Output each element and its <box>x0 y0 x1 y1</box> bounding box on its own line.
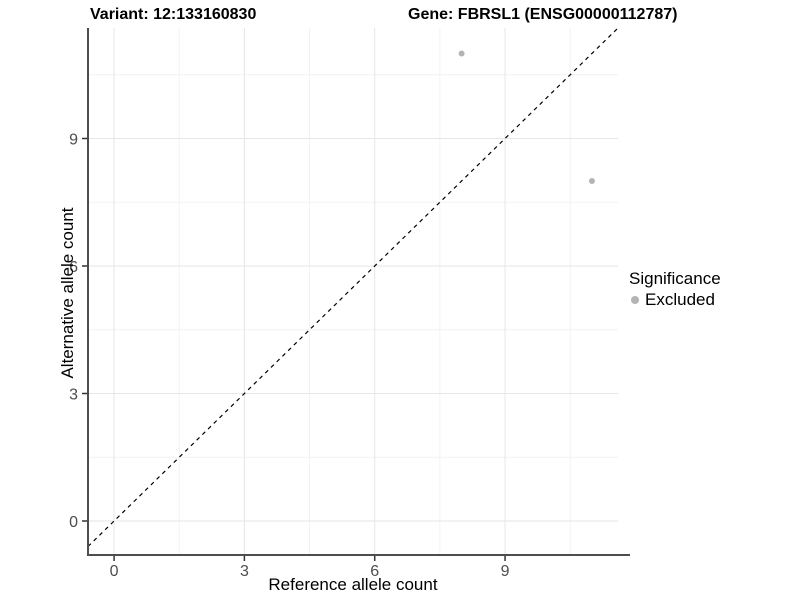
legend-item-label: Excluded <box>645 290 715 309</box>
identity-line <box>87 27 619 547</box>
legend-key-dot-icon <box>631 296 639 304</box>
x-tick-label: 3 <box>240 563 249 580</box>
x-tick-label: 0 <box>110 563 119 580</box>
plot-title-gene: Gene: FBRSL1 (ENSG00000112787) <box>408 6 678 23</box>
legend: Significance Excluded <box>629 269 721 310</box>
x-tick-label: 6 <box>370 563 379 580</box>
y-tick-label: 6 <box>69 259 78 276</box>
y-axis-title: Alternative allele count <box>58 207 77 379</box>
legend-item-excluded: Excluded <box>629 290 721 310</box>
legend-title: Significance <box>629 269 721 288</box>
y-tick-label: 9 <box>69 132 78 149</box>
plot-title-variant: Variant: 12:133160830 <box>90 6 257 23</box>
data-point <box>588 178 595 184</box>
y-tick-label: 3 <box>69 387 78 404</box>
y-tick-label: 0 <box>69 514 78 531</box>
x-axis-title: Reference allele count <box>268 575 438 594</box>
x-tick-label: 9 <box>501 563 510 580</box>
data-point <box>458 50 465 57</box>
